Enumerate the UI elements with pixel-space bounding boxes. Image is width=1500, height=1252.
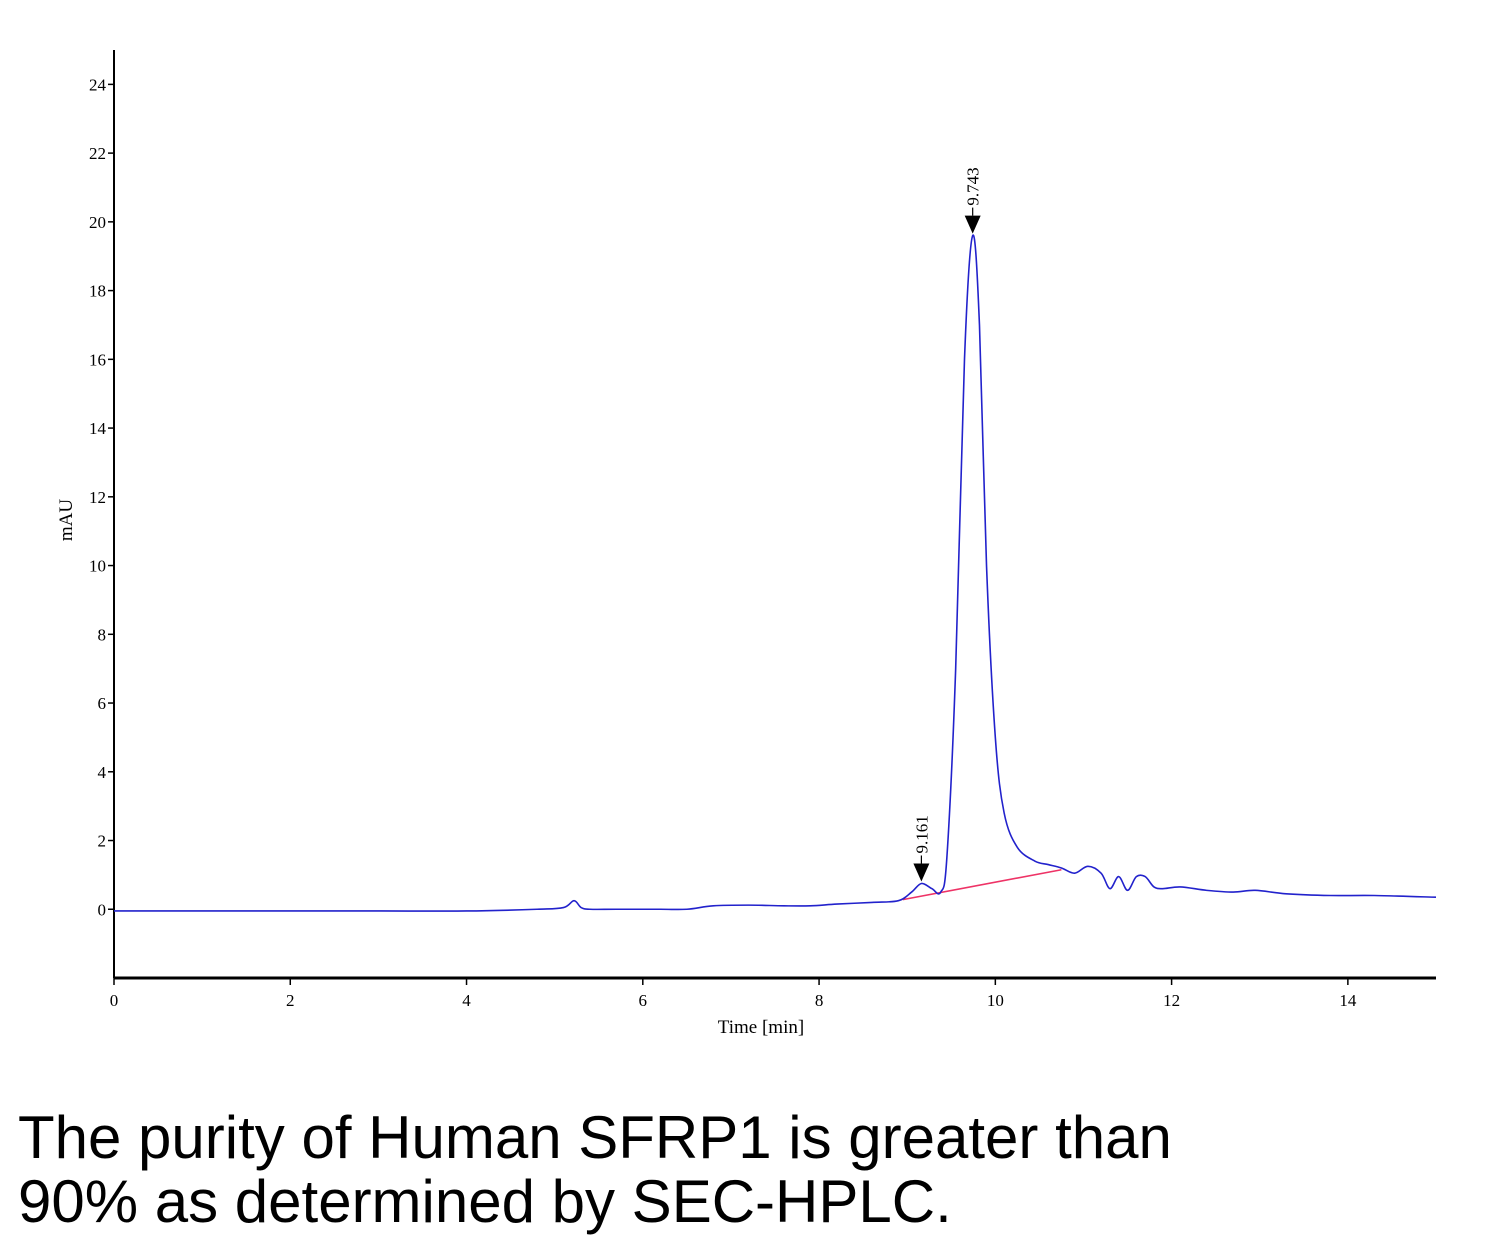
axes: [113, 50, 1436, 980]
y-tick-label: 22: [89, 144, 106, 163]
caption: The purity of Human SFRP1 is greater tha…: [18, 1106, 1478, 1234]
caption-line-2: 90% as determined by SEC-HPLC.: [18, 1168, 952, 1235]
y-tick-label: 0: [98, 900, 107, 919]
y-tick-label: 18: [89, 282, 106, 301]
x-ticks: 0 2 4 6 8 10 12 14: [110, 978, 1357, 1010]
y-axis-title: mAU: [56, 499, 77, 542]
y-tick-label: 24: [89, 75, 107, 94]
y-tick-label: 12: [89, 488, 106, 507]
y-tick-label: 10: [89, 557, 106, 576]
y-tick-label: 14: [89, 419, 107, 438]
x-tick-label: 8: [815, 991, 824, 1010]
y-tick-label: 6: [98, 694, 107, 713]
x-tick-label: 4: [462, 991, 471, 1010]
y-tick-label: 2: [98, 832, 107, 851]
x-tick-label: 14: [1339, 991, 1357, 1010]
y-tick-label: 20: [89, 213, 106, 232]
y-tick-label: 8: [98, 625, 107, 644]
y-tick-label: 16: [89, 350, 106, 369]
x-tick-label: 10: [987, 991, 1004, 1010]
peak-marker: [913, 863, 930, 882]
integration-baseline: [902, 868, 1062, 901]
plot-area: [114, 234, 1437, 912]
peak-markers: 9.161 9.743: [912, 167, 983, 882]
x-tick-label: 2: [286, 991, 295, 1010]
x-tick-label: 12: [1163, 991, 1180, 1010]
peak-label: 9.743: [964, 167, 983, 205]
peak-marker: [964, 215, 981, 234]
chromatogram-chart: 0 2 4 6 8 10 12 14 0 2 4 6 8 10 12 14 16 18 20 22 24 9.161 9…: [56, 50, 1437, 1038]
caption-line-1: The purity of Human SFRP1 is greater tha…: [18, 1104, 1172, 1171]
peak-label: 9.161: [912, 815, 931, 853]
x-axis-title: Time [min]: [718, 1017, 804, 1038]
chromatogram-trace: [114, 234, 1437, 912]
x-tick-label: 6: [639, 991, 648, 1010]
x-tick-label: 0: [110, 991, 119, 1010]
y-tick-label: 4: [98, 763, 107, 782]
